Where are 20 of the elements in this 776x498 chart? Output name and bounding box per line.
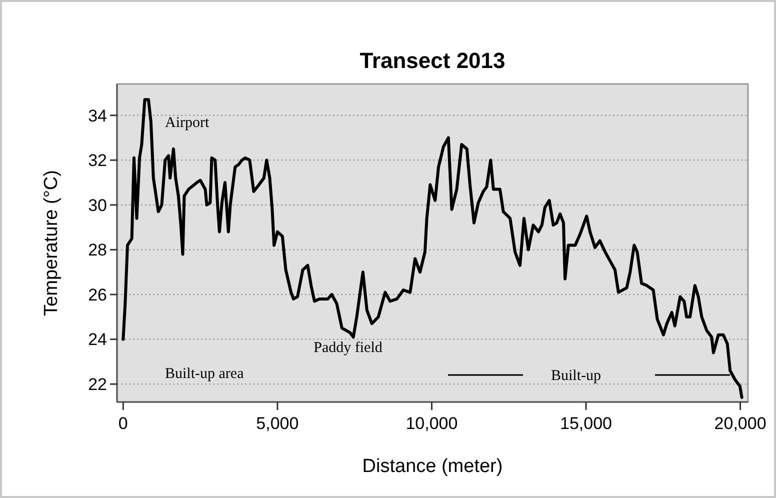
y-tick-label: 34 xyxy=(88,106,107,126)
x-tick-label: 0 xyxy=(118,414,128,433)
x-tick-label: 20,000 xyxy=(714,414,766,433)
x-tick-label: 15,000 xyxy=(560,414,612,433)
x-tick-label: 5,000 xyxy=(256,414,299,433)
y-tick-label: 28 xyxy=(88,240,107,260)
x-axis-title: Distance (meter) xyxy=(362,456,503,477)
x-tick-label: 10,000 xyxy=(406,414,458,433)
chart-title: Transect 2013 xyxy=(360,48,506,73)
annotation: Airport xyxy=(165,115,210,131)
y-tick-label: 22 xyxy=(88,375,107,394)
annotation: Built-up area xyxy=(165,366,244,382)
line-series xyxy=(122,98,744,400)
y-tick-label: 24 xyxy=(88,330,107,350)
annotation: Paddy field xyxy=(314,340,383,356)
y-tick-label: 26 xyxy=(88,285,107,304)
y-tick-label: 30 xyxy=(88,196,107,215)
y-axis-title: Temperature (°C) xyxy=(41,170,62,316)
y-tick-label: 32 xyxy=(88,151,107,170)
annotation: Built-up xyxy=(551,368,602,384)
